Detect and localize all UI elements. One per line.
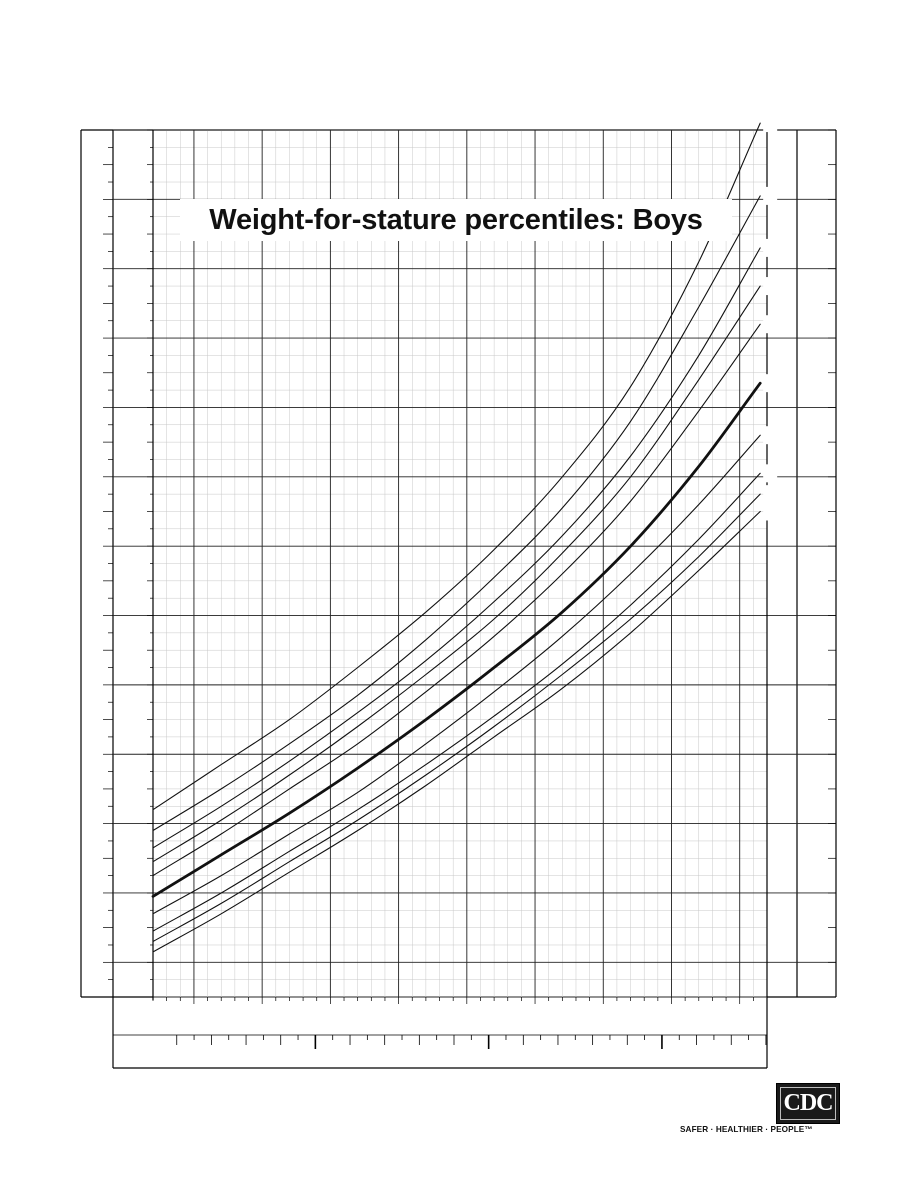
curve-end-gap-8: [763, 464, 778, 483]
curve-end-gap-6: [763, 374, 778, 393]
percentile-curves: [151, 122, 762, 953]
percentile-curve-3: [152, 247, 761, 849]
percentile-curve-8: [152, 472, 761, 932]
chart-title-box: Weight-for-stature percentiles: Boys: [180, 199, 732, 241]
percentile-curve-5: [152, 323, 761, 877]
percentile-curve-6: [151, 381, 762, 898]
percentile-curve-2: [152, 195, 761, 832]
percentile-curve-4: [152, 285, 761, 863]
curve-end-gap-1: [763, 114, 778, 133]
grid-major: [113, 129, 836, 1000]
axis-ticks: [103, 129, 836, 1049]
curve-end-gap-9: [763, 485, 778, 504]
percentile-curve-7: [152, 434, 761, 915]
cdc-logo: CDC: [776, 1083, 840, 1124]
curve-end-gap-3: [763, 238, 778, 257]
percentile-curve-9: [152, 493, 761, 943]
cdc-logo-inner: CDC: [780, 1087, 836, 1120]
right-label-gaps: [763, 114, 778, 521]
percentile-curve-1: [152, 122, 761, 811]
curve-end-gap-2: [763, 186, 778, 205]
curve-end-gap-4: [763, 277, 778, 296]
curve-end-gap-7: [763, 426, 778, 445]
curve-end-gap-5: [763, 315, 778, 334]
curve-end-gap-10: [763, 502, 778, 521]
cdc-tagline: SAFER · HEALTHIER · PEOPLE™: [680, 1125, 813, 1134]
percentile-curve-10: [152, 510, 761, 953]
cdc-logo-text: CDC: [783, 1090, 834, 1116]
chart-title: Weight-for-stature percentiles: Boys: [209, 203, 703, 236]
